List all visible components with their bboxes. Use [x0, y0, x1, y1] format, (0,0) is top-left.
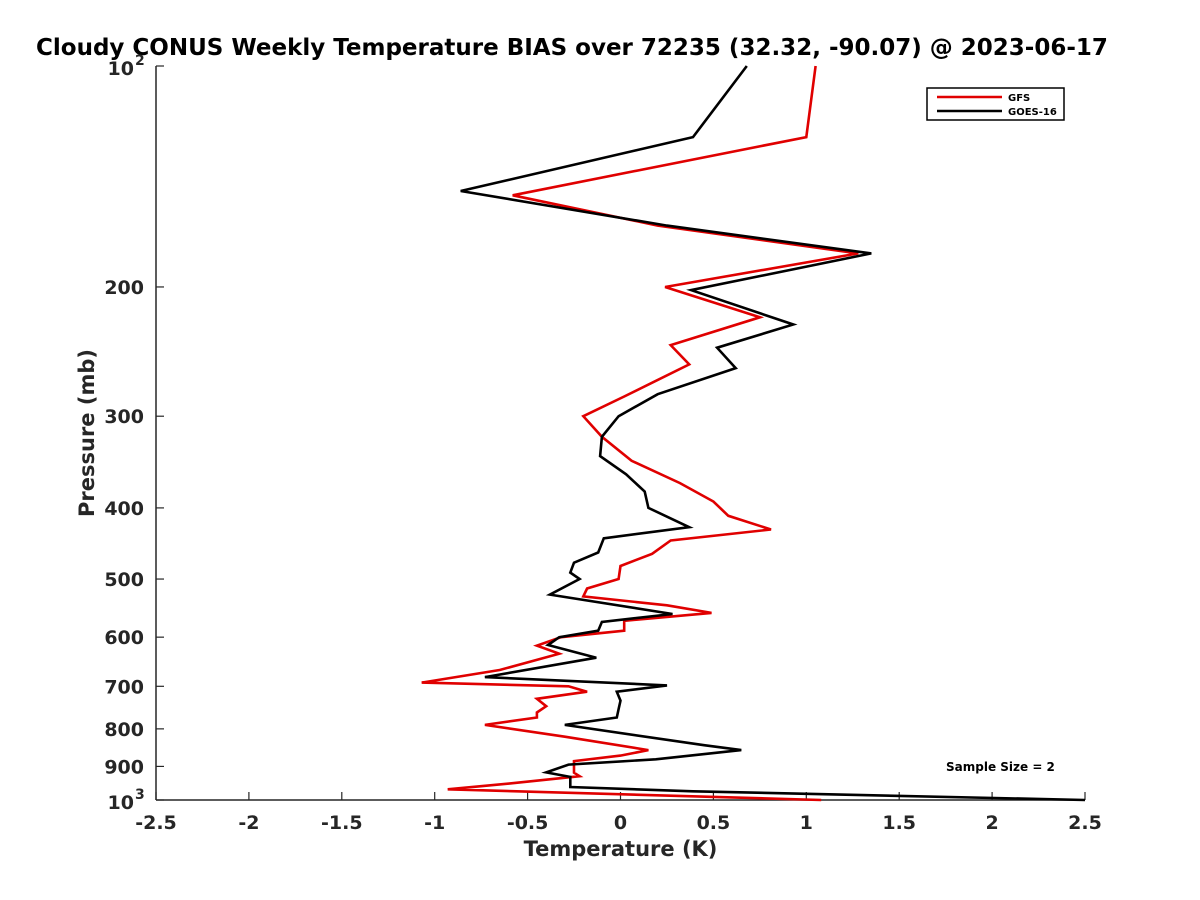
y-tick-label: 500 — [104, 569, 144, 591]
x-tick-label: 1 — [800, 812, 813, 834]
series-line-goes-16 — [460, 65, 1086, 802]
x-tick-label: 0 — [614, 812, 627, 834]
y-decade-label: 10 — [108, 792, 134, 814]
y-tick-label: 600 — [104, 627, 144, 649]
sample-size-annotation: Sample Size = 2 — [946, 760, 1055, 774]
x-tick-label: -1 — [424, 812, 445, 834]
axes: -2.5 -2 -1.5 -1 -0.5 0 0.5 1 1.5 2 2.5 200 300 400 500… — [75, 53, 1102, 861]
chart-title: Cloudy CONUS Weekly Temperature BIAS ove… — [36, 35, 1108, 61]
legend-label-goes-16: GOES-16 — [1008, 107, 1057, 118]
x-tick-label: 1.5 — [882, 812, 916, 834]
y-decade-exponent: 2 — [135, 53, 145, 69]
y-decade-label: 10 — [108, 58, 134, 80]
y-decade-exponent: 3 — [135, 787, 145, 803]
y-tick-label: 800 — [104, 719, 144, 741]
x-tick-label: 2.5 — [1068, 812, 1102, 834]
y-tick-label: 200 — [104, 277, 144, 299]
y-tick-label: 300 — [104, 406, 144, 428]
x-tick-label: 0.5 — [697, 812, 731, 834]
legend: GFS GOES-16 — [926, 87, 1065, 121]
x-tick-label: -2.5 — [135, 812, 177, 834]
y-tick-label: 700 — [104, 676, 144, 698]
x-tick-label: -0.5 — [507, 812, 549, 834]
x-tick-label: 2 — [985, 812, 998, 834]
x-tick-label: -2 — [238, 812, 259, 834]
y-axis-label: Pressure (mb) — [75, 349, 99, 517]
y-tick-label: 400 — [104, 498, 144, 520]
legend-box — [926, 87, 1065, 121]
series-line-gfs — [421, 65, 859, 802]
x-axis-label: Temperature (K) — [524, 837, 718, 861]
legend-label-gfs: GFS — [1008, 93, 1030, 104]
series-lines — [421, 65, 1086, 802]
x-tick-label: -1.5 — [321, 812, 363, 834]
y-tick-label: 900 — [104, 756, 144, 778]
